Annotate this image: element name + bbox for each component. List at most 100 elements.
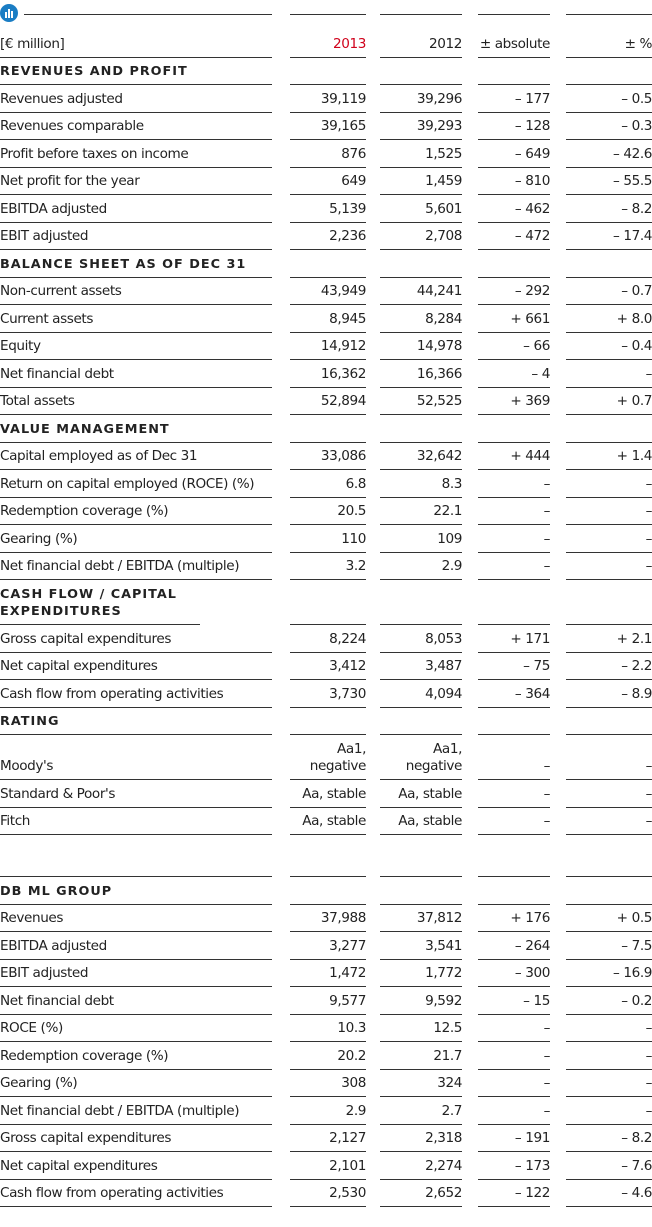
section-row: DB ML GROUP [0,877,652,905]
value-cell: 1,459 [380,168,462,195]
value-cell: 16,362 [290,360,366,388]
value-cell: 2,236 [290,223,366,250]
value-cell: – 810 [478,168,550,195]
table-row: EBIT adjusted 2,236 2,708 – 472 – 17.4 [0,223,652,250]
row-label: Moody's [0,735,272,780]
section-row: RATING [0,708,652,735]
row-label: ROCE (%) [0,1015,272,1042]
value-cell: – [478,470,550,498]
value-cell: – 472 [478,223,550,250]
value-cell: – 55.5 [566,168,652,195]
section-row: CASH FLOW / CAPITAL EXPENDITURES [0,580,652,625]
value-cell: – [566,470,652,498]
section-row: BALANCE SHEET AS OF DEC 31 [0,250,652,278]
value-cell: – [566,1097,652,1125]
value-cell: 12.5 [380,1015,462,1042]
table-row: Gearing (%) 308 324– – [0,1070,652,1097]
value-cell: 8,284 [380,305,462,333]
top-rule [380,0,462,15]
value-cell: + 0.7 [566,388,652,415]
value-cell: – 649 [478,140,550,168]
value-cell: 4,094 [380,680,462,708]
rule [380,877,462,905]
row-label: Net financial debt / EBITDA (multiple) [0,553,272,580]
value-cell: 10.3 [290,1015,366,1042]
value-cell: 8.3 [380,470,462,498]
row-label: EBIT adjusted [0,223,272,250]
value-cell: – [566,780,652,808]
value-cell: 33,086 [290,443,366,470]
value-cell: – [478,808,550,835]
value-cell: 3,541 [380,932,462,960]
value-cell: – 7.5 [566,932,652,960]
rule [380,580,462,625]
value-cell: 8,945 [290,305,366,333]
row-label: Standard & Poor's [0,780,272,808]
rule [478,835,550,877]
value-cell: 109 [380,525,462,553]
value-cell: – 75 [478,653,550,680]
row-label: Gearing (%) [0,525,272,553]
top-rule [478,0,550,15]
section-title: RATING [0,708,272,735]
table-row: EBITDA adjusted 5,139 5,601 – 462 – 8.2 [0,195,652,223]
rule [566,580,652,625]
value-cell: + 1.4 [566,443,652,470]
value-cell: – [566,1042,652,1070]
value-cell: – [478,498,550,525]
value-cell: 9,577 [290,987,366,1015]
value-cell: – 264 [478,932,550,960]
value-cell: – [566,553,652,580]
row-label: Net financial debt [0,987,272,1015]
value-cell: 3,277 [290,932,366,960]
rule [478,250,550,278]
value-cell: Aa, stable [380,780,462,808]
table-row: ROCE (%) 10.3 12.5– – [0,1015,652,1042]
value-cell: 22.1 [380,498,462,525]
column-header: ± % [566,30,652,58]
value-cell: – 4 [478,360,550,388]
value-cell: 649 [290,168,366,195]
rule [290,835,366,877]
value-cell: – [478,1015,550,1042]
value-cell: + 0.5 [566,905,652,932]
value-cell: – [478,553,550,580]
row-label: Net capital expenditures [0,1152,272,1180]
rule [380,415,462,443]
rule [478,58,550,85]
section-title: REVENUES AND PROFIT [0,58,272,85]
value-cell: 2.9 [290,1097,366,1125]
table-row: Gearing (%) 110 109– – [0,525,652,553]
top-rule [24,0,272,15]
value-cell: – 364 [478,680,550,708]
rule [478,708,550,735]
table-row: Redemption coverage (%) 20.5 22.1– – [0,498,652,525]
table-row: Moody's Aa1, negative Aa1, negative – – [0,735,652,780]
value-cell: – 2.2 [566,653,652,680]
rule [566,415,652,443]
value-cell: – [566,808,652,835]
row-label: Capital employed as of Dec 31 [0,443,272,470]
rule [566,708,652,735]
value-cell: Aa, stable [290,780,366,808]
value-cell: – 292 [478,278,550,305]
row-label: EBITDA adjusted [0,195,272,223]
rule [290,708,366,735]
section-title: VALUE MANAGEMENT [0,415,272,443]
column-header: [€ million] [0,30,272,58]
row-label: Total assets [0,388,272,415]
value-cell: 43,949 [290,278,366,305]
value-cell: – 66 [478,333,550,360]
value-cell: – 128 [478,113,550,140]
value-cell: – 8.9 [566,680,652,708]
spacer-row [0,835,652,877]
value-cell: 2.7 [380,1097,462,1125]
value-cell: 8,053 [380,625,462,653]
row-label: EBITDA adjusted [0,932,272,960]
value-cell: + 661 [478,305,550,333]
rule [290,877,366,905]
value-cell: 3.2 [290,553,366,580]
value-cell: 3,487 [380,653,462,680]
value-cell: – 8.2 [566,195,652,223]
value-cell: – [566,360,652,388]
